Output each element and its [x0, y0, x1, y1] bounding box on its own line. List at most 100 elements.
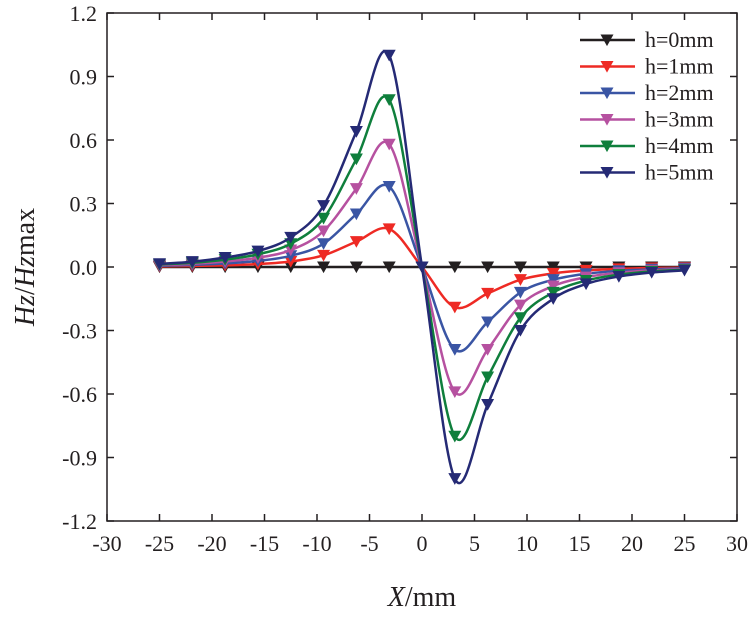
data-point-marker [448, 386, 462, 399]
x-tick-label: 20 [621, 531, 643, 556]
data-point-marker [513, 286, 527, 299]
data-point-marker [481, 344, 495, 356]
x-tick-label: -5 [360, 531, 378, 556]
data-point-marker [448, 301, 462, 314]
data-point-marker [382, 181, 396, 193]
data-point-marker [448, 430, 462, 443]
data-point-marker [153, 258, 166, 270]
y-tick-label: 0.3 [70, 192, 98, 217]
legend-label: h=0mm [645, 27, 714, 52]
legend-marker-icon [600, 34, 614, 47]
data-point-marker [481, 287, 495, 300]
data-point-marker [481, 371, 495, 384]
data-point-marker [546, 261, 560, 274]
x-tick-label: -15 [250, 531, 279, 556]
data-point-marker [481, 316, 495, 329]
data-point-marker [546, 286, 560, 299]
y-tick-label: 0.6 [70, 128, 98, 153]
legend-item: h=1mm [580, 54, 714, 79]
x-tick-label: 30 [726, 531, 748, 556]
x-tick-label: 5 [469, 531, 480, 556]
data-point-marker [284, 238, 298, 250]
data-point-marker [481, 261, 495, 274]
x-tick-label: 10 [516, 531, 538, 556]
data-point-marker [349, 236, 363, 248]
series-h=5mm [153, 49, 691, 485]
legend-label: h=3mm [645, 107, 714, 132]
legend-item: h=5mm [580, 160, 714, 185]
x-axis-label: X/mm [387, 582, 457, 613]
data-point-marker [546, 293, 560, 305]
data-point-marker [448, 344, 462, 356]
y-tick-label: 0.9 [70, 65, 98, 90]
data-point-marker [546, 280, 560, 293]
series-layer [153, 49, 691, 485]
data-point-marker [317, 261, 331, 274]
x-tick-label: -25 [145, 531, 174, 556]
y-tick-label: -0.6 [62, 382, 97, 407]
x-tick-label: 25 [674, 531, 696, 556]
data-point-marker [349, 208, 363, 221]
y-tick-label: 1.2 [70, 1, 98, 26]
data-point-marker [382, 261, 396, 274]
legend-item: h=0mm [580, 27, 714, 52]
data-point-marker [317, 249, 331, 262]
y-tick-label: -0.3 [62, 319, 97, 344]
legend-item: h=4mm [580, 133, 714, 158]
y-axis-label: Hz/Hzmax [10, 208, 41, 327]
ticks-layer: -30 -25 -20 -15 -10 -5 0 5 10 15 20 25 30 -1.2 -0.9 -0.… [62, 1, 748, 556]
data-point-marker [579, 278, 593, 291]
data-point-marker [382, 138, 396, 151]
data-point-marker [612, 271, 626, 283]
data-point-marker [317, 212, 331, 225]
legend-item: h=2mm [580, 80, 714, 105]
legend-marker-icon [600, 60, 614, 73]
data-point-marker [284, 231, 298, 244]
legend-marker-icon [600, 87, 614, 100]
data-point-marker [481, 399, 495, 411]
x-tick-label: -30 [92, 531, 121, 556]
data-point-marker [546, 267, 560, 280]
data-point-marker [513, 312, 527, 324]
legend-label: h=5mm [645, 160, 714, 185]
legend-label: h=4mm [645, 133, 714, 158]
x-tick-label: -10 [302, 531, 331, 556]
data-point-marker [546, 274, 560, 286]
data-point-marker [513, 261, 527, 274]
data-point-marker [513, 324, 527, 337]
x-tick-label: -20 [197, 531, 226, 556]
data-point-marker [317, 238, 331, 250]
y-tick-label: -1.2 [62, 509, 97, 534]
data-point-marker [513, 299, 527, 312]
data-point-marker [513, 274, 527, 286]
data-point-marker [218, 251, 232, 264]
legend-label: h=1mm [645, 54, 714, 79]
data-point-marker [448, 261, 462, 274]
data-point-marker [349, 261, 363, 274]
data-point-marker [678, 264, 691, 277]
data-point-marker [349, 183, 363, 195]
legend-label: h=2mm [645, 80, 714, 105]
data-point-marker [349, 126, 363, 138]
y-tick-label: 0.0 [70, 255, 98, 280]
legend-marker-icon [600, 113, 614, 126]
data-point-marker [382, 94, 396, 106]
legend-marker-icon [600, 140, 614, 153]
data-point-marker [382, 223, 396, 236]
data-point-marker [645, 266, 659, 279]
data-point-marker [382, 49, 396, 62]
data-point-marker [317, 225, 331, 238]
legend-marker-icon [600, 166, 614, 179]
data-point-marker [185, 256, 199, 268]
legend-item: h=3mm [580, 107, 714, 132]
data-point-marker [349, 153, 363, 166]
x-tick-label: 0 [417, 531, 428, 556]
x-tick-label: 15 [569, 531, 591, 556]
y-tick-label: -0.9 [62, 446, 97, 471]
data-point-marker [415, 261, 429, 274]
data-point-marker [251, 245, 265, 258]
data-point-marker [317, 200, 331, 212]
data-point-marker [284, 244, 298, 257]
